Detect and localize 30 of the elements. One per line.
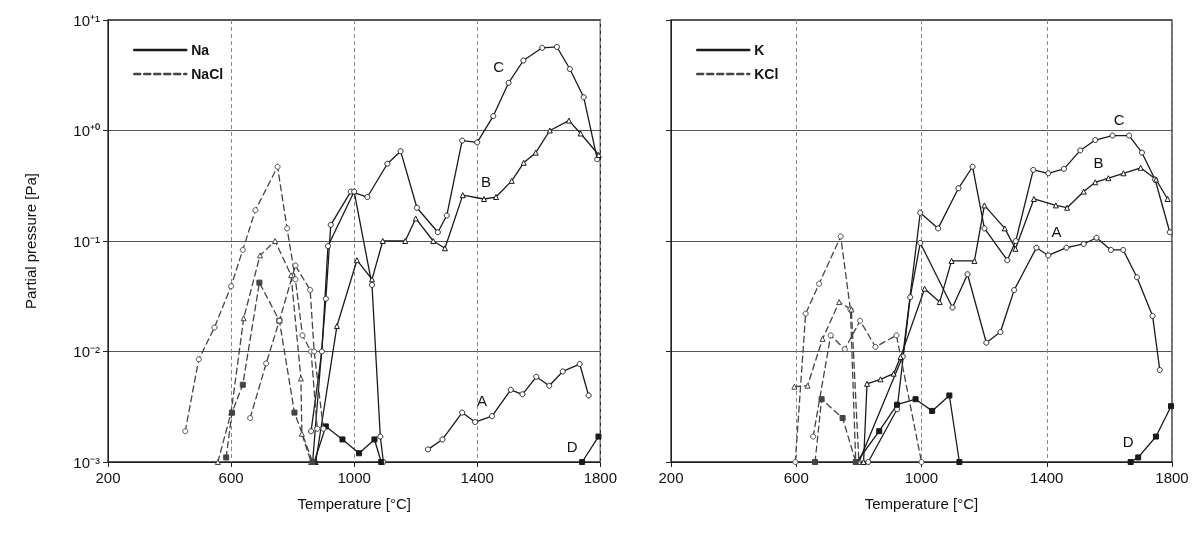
x-tick-label: 1400 [1030, 469, 1064, 486]
annotation: B [481, 172, 492, 190]
y-tick-label: 10⁻³ [73, 453, 100, 471]
x-tick-label: 1000 [337, 469, 371, 486]
y-tick-label: 10⁻¹ [73, 232, 100, 250]
annotation: D [1122, 432, 1134, 450]
annotation: C [1113, 111, 1125, 129]
annotation: A [477, 391, 488, 409]
legend-label: Na [191, 42, 210, 58]
x-tick-label: 1800 [1155, 469, 1189, 486]
x-tick-label: 200 [658, 469, 684, 486]
x-axis-title: Temperature [°C] [297, 495, 411, 512]
annotation: A [1051, 223, 1062, 241]
x-tick-label: 600 [783, 469, 809, 486]
annotation: C [493, 58, 505, 76]
x-tick-label: 200 [95, 469, 121, 486]
annotation: B [1093, 153, 1104, 171]
y-tick-label: 10⁻² [73, 343, 100, 360]
annotation: D [566, 437, 578, 455]
y-tick-label: 10⁺¹ [73, 11, 100, 29]
y-tick-label: 10⁺⁰ [73, 122, 100, 139]
legend-label: NaCl [191, 66, 224, 82]
x-tick-label: 1400 [460, 469, 494, 486]
y-axis-title: Partial pressure [Pa] [22, 173, 39, 309]
legend-label: K [754, 42, 765, 58]
legend-label: KCl [754, 66, 779, 82]
x-tick-label: 1800 [583, 469, 617, 486]
x-tick-label: 1000 [904, 469, 939, 486]
x-tick-label: 600 [218, 469, 244, 486]
x-axis-title: Temperature [°C] [864, 495, 979, 512]
